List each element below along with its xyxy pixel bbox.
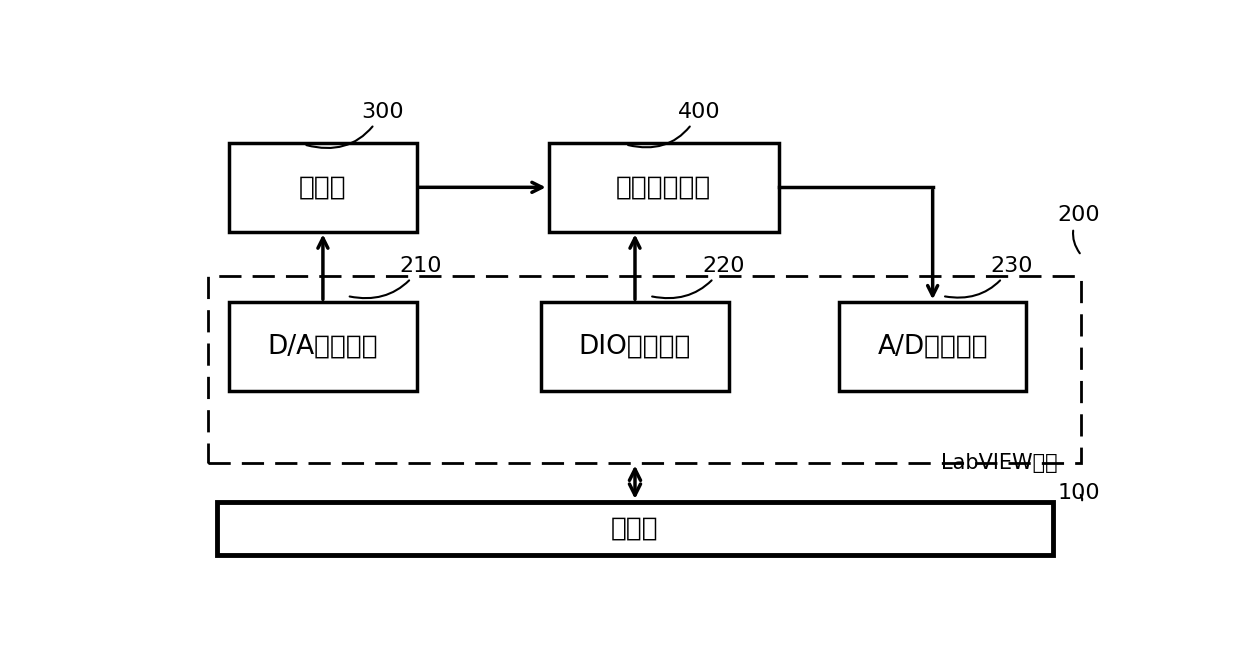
- Bar: [229, 302, 416, 390]
- Bar: [208, 276, 1082, 462]
- Text: LabVIEW板卡: LabVIEW板卡: [940, 453, 1057, 472]
- Text: 220: 220: [652, 256, 745, 298]
- Text: D/A转换模块: D/A转换模块: [268, 333, 378, 359]
- Bar: [541, 302, 729, 390]
- Text: 上位机: 上位机: [611, 515, 659, 541]
- Text: A/D转换模块: A/D转换模块: [877, 333, 987, 359]
- Text: 300: 300: [306, 102, 404, 148]
- Text: DIO信号模块: DIO信号模块: [579, 333, 691, 359]
- Text: 硬件测量电路: 硬件测量电路: [616, 174, 711, 200]
- Text: 缓冲级: 缓冲级: [299, 174, 347, 200]
- Text: 210: 210: [349, 256, 442, 298]
- Bar: [229, 143, 416, 232]
- Text: 230: 230: [945, 256, 1033, 298]
- Text: 100: 100: [1057, 483, 1100, 503]
- Bar: [839, 302, 1026, 390]
- Text: 200: 200: [1057, 205, 1100, 253]
- Text: 400: 400: [628, 102, 721, 148]
- Bar: [217, 502, 1053, 555]
- Bar: [549, 143, 779, 232]
